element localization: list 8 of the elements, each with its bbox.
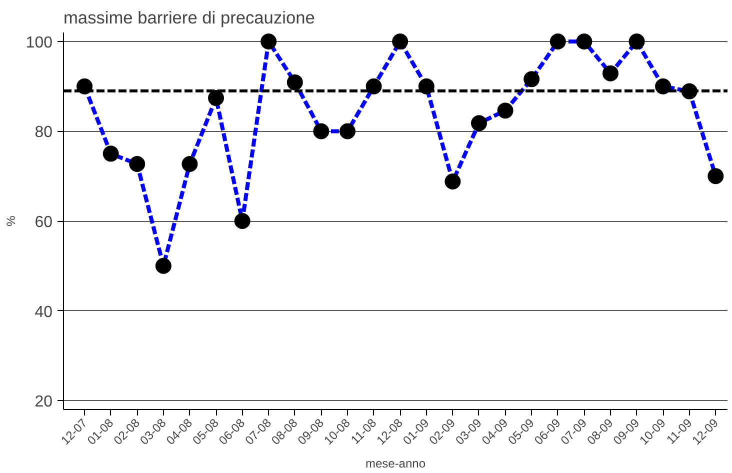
y-axis-title: % — [4, 215, 18, 226]
y-tick-label: 20 — [34, 394, 53, 411]
chart-title: massime barriere di precauzione — [64, 8, 315, 28]
x-axis-title: mese-anno — [365, 456, 426, 471]
y-tick-label: 80 — [34, 124, 53, 142]
y-tick-label: 100 — [26, 34, 53, 52]
y-tick-label: 60 — [34, 214, 53, 231]
y-tick-label: 40 — [34, 304, 53, 321]
